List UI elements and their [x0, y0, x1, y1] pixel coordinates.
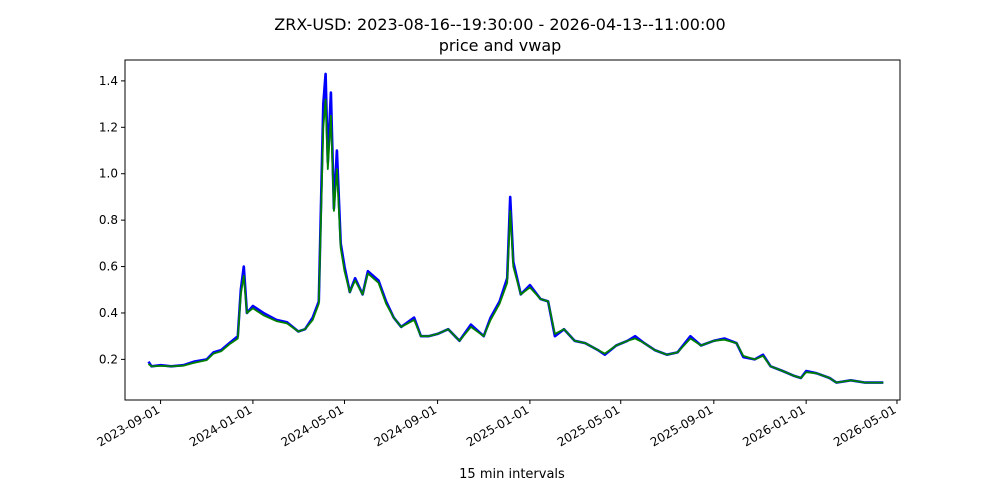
y-tick-label-5: 1.2 [99, 120, 118, 134]
x-tick-label-2: 2024-05-01 [279, 402, 346, 449]
chart-subtitle: price and vwap [438, 36, 562, 55]
series-line-0 [147, 72, 884, 384]
x-tick-label-8: 2026-05-01 [831, 402, 898, 449]
x-tick-label-3: 2024-09-01 [372, 402, 439, 449]
y-tick-label-1: 0.4 [99, 306, 118, 320]
y-tick-label-0: 0.2 [99, 352, 118, 366]
x-tick-label-7: 2026-01-01 [740, 402, 807, 449]
x-axis: 2023-09-01 2024-01-01 2024-05-01 2024-09-01… [95, 400, 898, 449]
x-tick-label-1: 2024-01-01 [187, 402, 254, 449]
y-axis: 0.2 0.4 0.6 0.8 1.0 1.2 1.4 [99, 74, 125, 366]
axes-frame [124, 59, 901, 401]
x-axis-label: 15 min intervals [459, 467, 565, 482]
y-tick-label-6: 1.4 [99, 74, 118, 88]
series-line-1 [147, 98, 884, 384]
y-tick-label-3: 0.8 [99, 213, 118, 227]
x-tick-label-4: 2025-01-01 [464, 402, 531, 449]
chart-title: ZRX-USD: 2023-08-16--19:30:00 - 2026-04-… [274, 15, 726, 34]
series-layer [147, 72, 884, 384]
y-tick-label-4: 1.0 [99, 167, 118, 181]
y-tick-label-2: 0.6 [99, 260, 118, 274]
x-tick-label-5: 2025-05-01 [555, 402, 622, 449]
x-tick-label-6: 2025-09-01 [648, 402, 715, 449]
x-tick-label-0: 2023-09-01 [95, 402, 162, 449]
